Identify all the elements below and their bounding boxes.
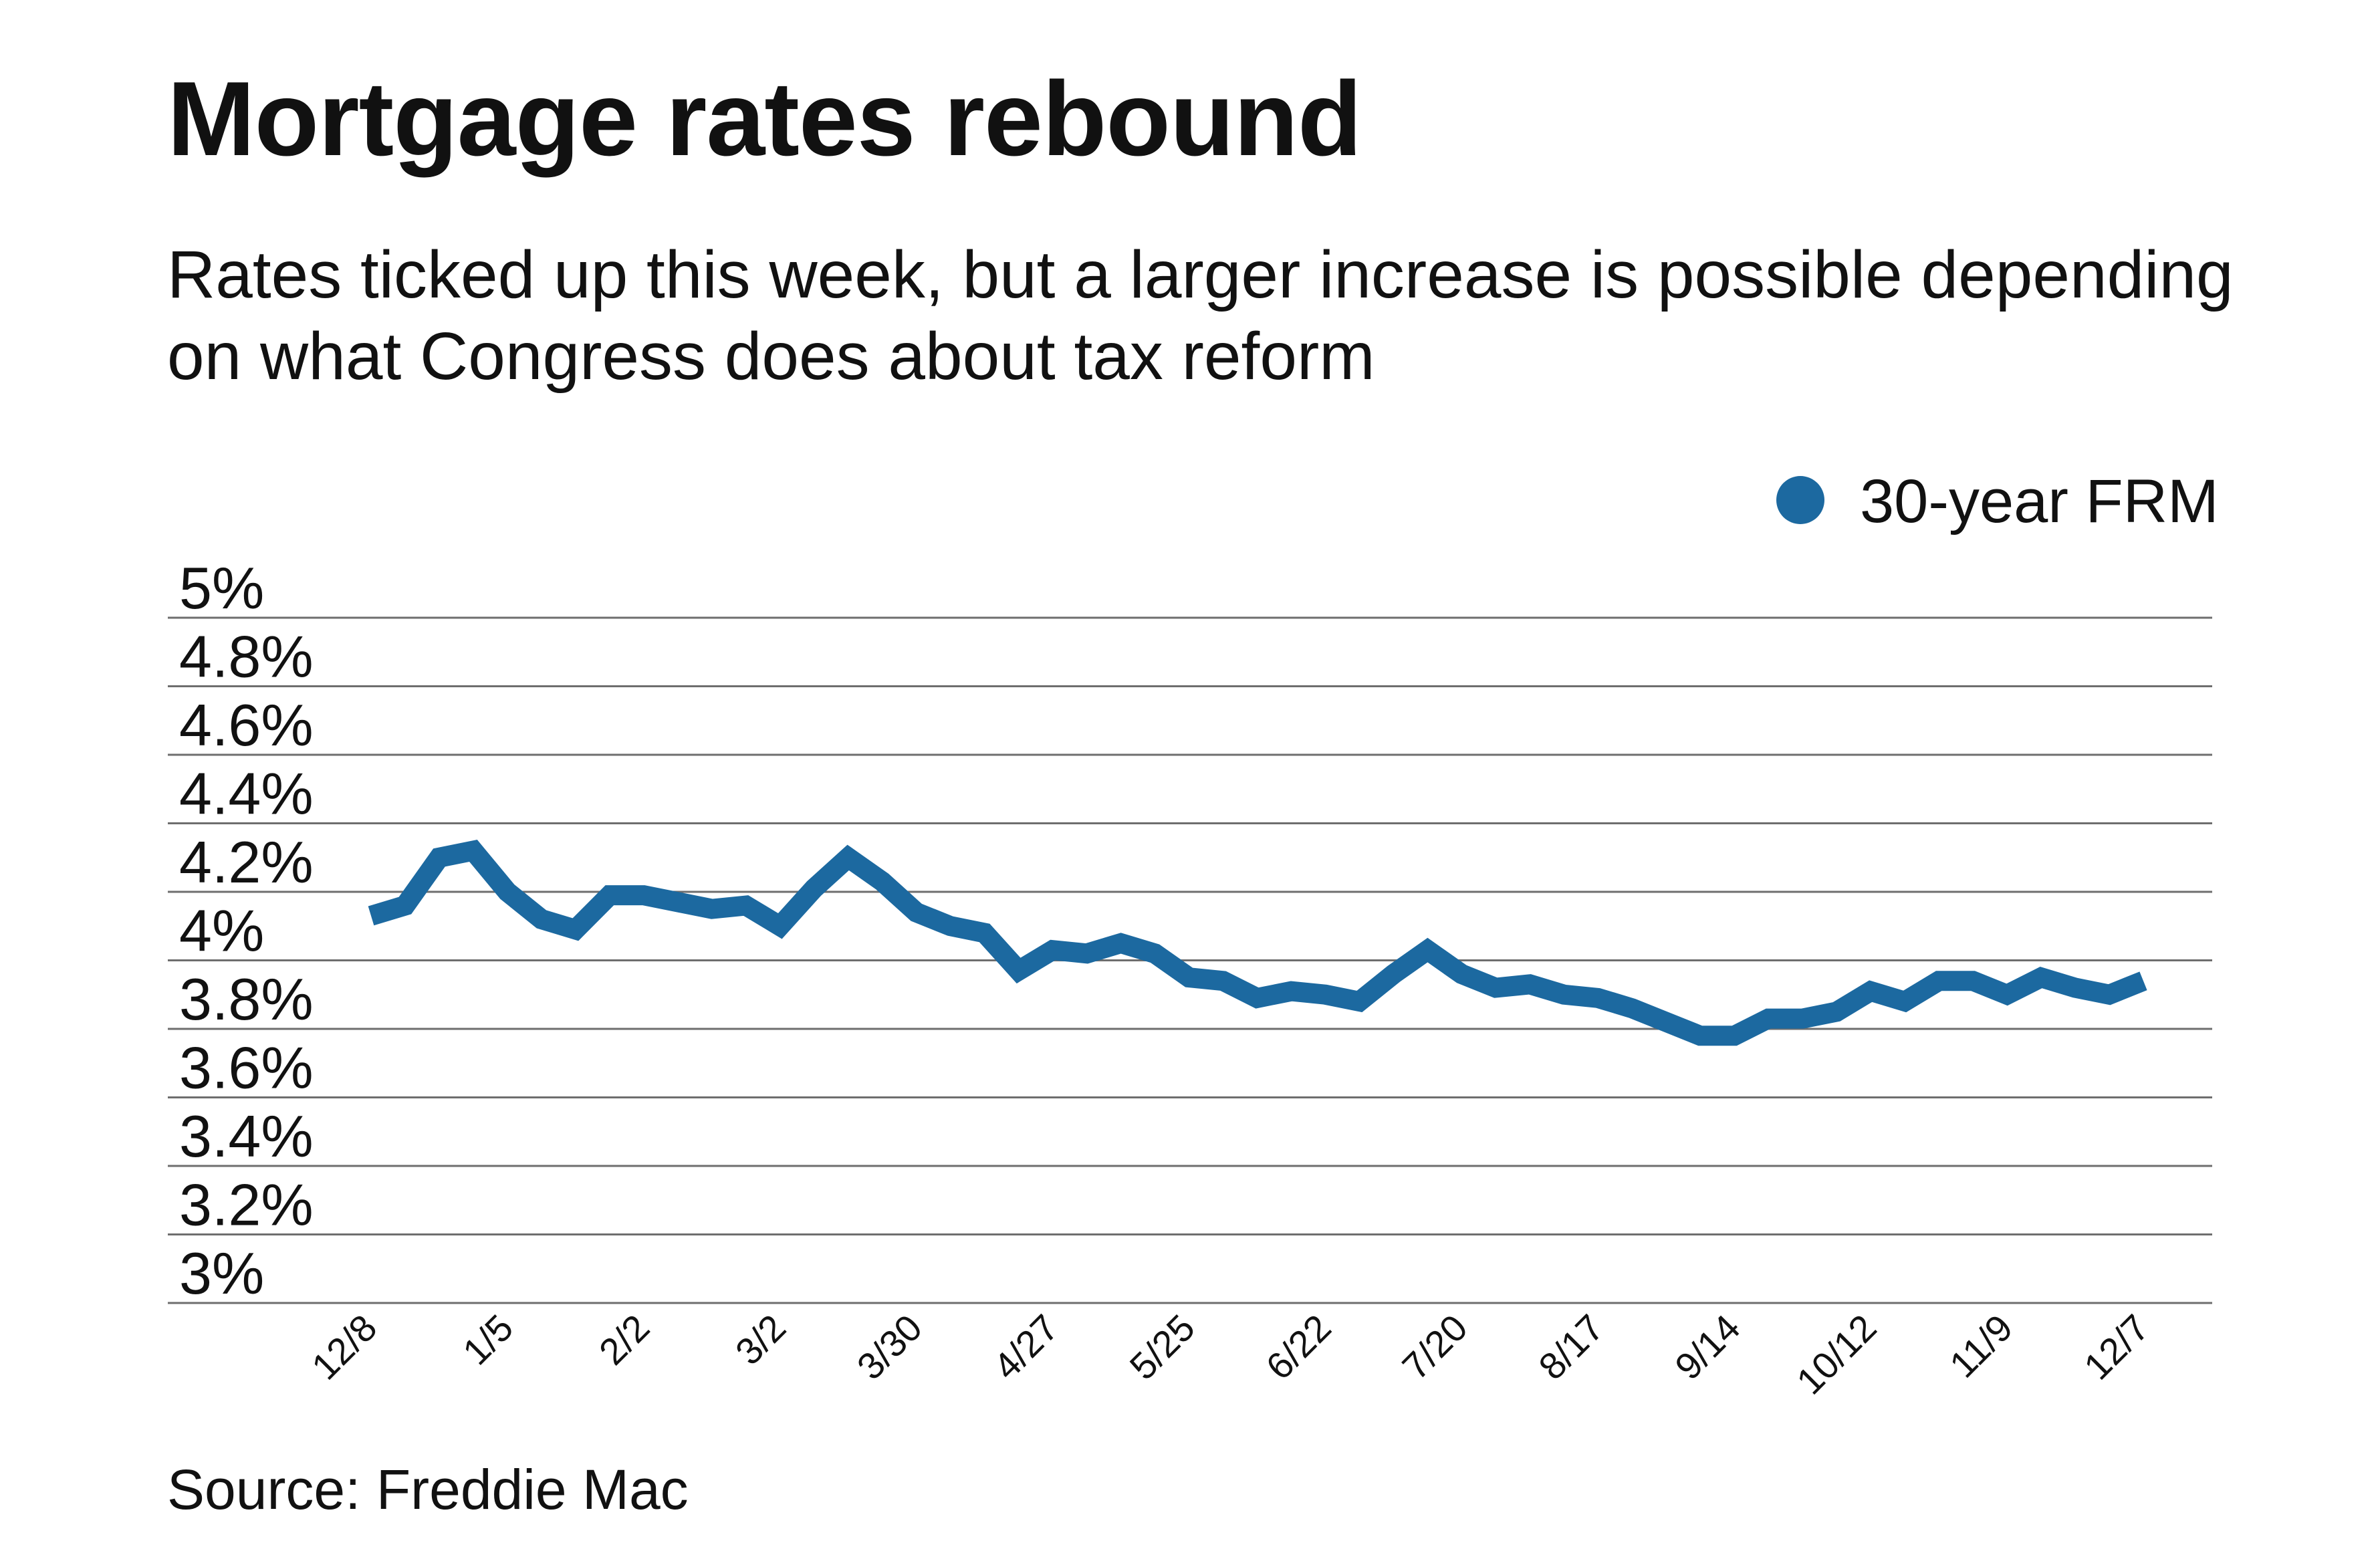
- y-tick-label: 4.8%: [179, 624, 314, 690]
- x-tick-label: 3/2: [727, 1306, 794, 1373]
- x-tick-label: 8/17: [1530, 1306, 1612, 1388]
- x-tick-label: 12/8: [304, 1306, 385, 1388]
- y-tick-label: 4.2%: [179, 829, 314, 895]
- y-axis-ticks: 5%4.8%4.6%4.4%4.2%4%3.8%3.6%3.4%3.2%3%: [179, 555, 314, 1306]
- x-tick-label: 5/25: [1121, 1306, 1203, 1388]
- legend: 30-year FRM: [1776, 467, 2219, 535]
- x-tick-label: 9/14: [1667, 1306, 1748, 1388]
- chart-title: Mortgage rates rebound: [167, 60, 1362, 178]
- y-tick-label: 3%: [179, 1240, 264, 1306]
- x-tick-label: 1/5: [455, 1306, 521, 1373]
- chart-subtitle: Rates ticked up this week, but a larger …: [167, 237, 2234, 394]
- legend-label: 30-year FRM: [1860, 467, 2219, 535]
- y-tick-label: 4%: [179, 898, 264, 964]
- y-tick-label: 3.6%: [179, 1035, 314, 1101]
- y-tick-label: 5%: [179, 555, 264, 621]
- series-30-year-frm: [368, 840, 2147, 1046]
- x-tick-label: 11/9: [1941, 1306, 2021, 1386]
- x-tick-label: 10/12: [1788, 1306, 1885, 1403]
- gridlines: [168, 616, 2212, 1304]
- x-tick-label: 6/22: [1258, 1306, 1339, 1388]
- y-tick-label: 3.2%: [179, 1172, 314, 1238]
- x-tick-label: 4/27: [985, 1306, 1066, 1388]
- y-tick-label: 3.8%: [179, 966, 314, 1032]
- y-tick-label: 3.4%: [179, 1103, 314, 1169]
- x-axis-ticks: 12/8 1/5 2/2 3/2 3/30 4/27 5/25 6/22 7/20 8/17 9/1…: [304, 1306, 2157, 1403]
- x-tick-label: 7/20: [1394, 1306, 1475, 1388]
- x-tick-label: 3/30: [849, 1306, 931, 1388]
- source-note: Source: Freddie Mac: [167, 1458, 689, 1521]
- x-tick-label: 12/7: [2076, 1306, 2157, 1388]
- series-line: [368, 840, 2147, 1046]
- legend-marker: [1776, 476, 1824, 524]
- y-tick-label: 4.6%: [179, 692, 314, 758]
- x-tick-label: 2/2: [591, 1306, 658, 1373]
- y-tick-label: 4.4%: [179, 761, 314, 827]
